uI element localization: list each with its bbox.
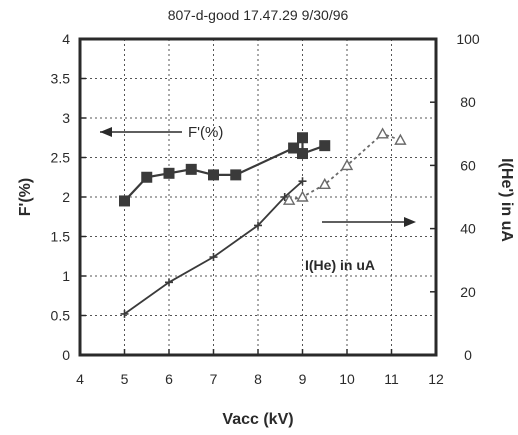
f-arrowhead-icon	[100, 127, 112, 137]
triangle-marker	[296, 190, 309, 202]
series-layer	[119, 127, 407, 318]
square-marker	[208, 169, 219, 181]
y-tick-label: 1.5	[51, 229, 71, 245]
cross-marker	[254, 221, 262, 230]
ihe-arrow-annotation: I(He) in uA	[305, 217, 416, 273]
ihe-arrowhead-icon	[404, 217, 416, 227]
y2-tick-label: 100	[456, 31, 480, 47]
y2-axis-ticks: 0 20 40 60 80 100	[430, 31, 480, 363]
square-marker	[141, 171, 153, 183]
series-line-1	[123, 180, 304, 315]
grid-lines	[80, 39, 436, 355]
x-tick-label: 9	[299, 371, 307, 387]
square-marker	[288, 142, 300, 154]
square-marker	[319, 140, 331, 152]
x-tick-label: 11	[384, 371, 399, 387]
triangle-marker	[340, 158, 354, 171]
square-marker	[297, 132, 308, 144]
x-tick-label: 12	[428, 371, 444, 387]
f-arrow-annotation: F'(%)	[100, 124, 223, 141]
ihe-arrow-label: I(He) in uA	[305, 257, 375, 273]
square-marker	[163, 167, 175, 179]
x-axis-label: Vacc (kV)	[222, 411, 293, 428]
y-axis-label: F'(%)	[17, 178, 34, 216]
y2-axis-label: I(He') in uA	[498, 158, 515, 242]
y-tick-label: 3	[62, 110, 70, 126]
y2-tick-label: 40	[460, 221, 476, 237]
y2-tick-label: 60	[460, 157, 476, 173]
square-marker	[230, 169, 242, 181]
y2-tick-label: 0	[464, 347, 472, 363]
square-marker	[119, 195, 130, 207]
triangle-marker	[318, 177, 331, 190]
x-tick-label: 4	[76, 371, 84, 387]
series-line-0	[123, 134, 326, 202]
y2-tick-label: 20	[460, 284, 476, 300]
triangle-marker	[282, 193, 296, 205]
triangle-marker	[376, 127, 389, 139]
y2-tick-label: 80	[460, 94, 476, 110]
x-tick-label: 8	[254, 371, 262, 387]
cross-marker	[120, 309, 129, 318]
f-arrow-label: F'(%)	[188, 124, 223, 141]
chart-title: 807-d-good 17.47.29 9/30/96	[168, 7, 349, 23]
x-tick-label: 6	[165, 371, 173, 387]
y-tick-label: 3.5	[51, 71, 71, 87]
y-tick-label: 2	[62, 189, 70, 205]
cross-marker	[209, 253, 218, 262]
cross-marker	[165, 278, 173, 287]
y-axis-ticks: 0 0.5 1 1.5 2 2.5 3 3.5 4	[51, 31, 86, 363]
y-tick-label: 2.5	[51, 150, 71, 166]
square-marker	[185, 163, 197, 175]
x-tick-label: 7	[210, 371, 218, 387]
y-tick-label: 0	[62, 347, 70, 363]
triangle-marker	[394, 133, 407, 145]
x-tick-label: 5	[121, 371, 129, 387]
square-marker	[297, 148, 308, 160]
series-line-2	[288, 132, 401, 202]
x-axis-ticks: 4 5 6 7 8 9 10 11 12	[76, 349, 444, 387]
x-tick-label: 10	[339, 371, 355, 387]
y-tick-label: 0.5	[51, 308, 71, 324]
y-tick-label: 1	[62, 268, 70, 284]
cross-marker	[298, 177, 307, 186]
y-tick-label: 4	[62, 31, 70, 47]
